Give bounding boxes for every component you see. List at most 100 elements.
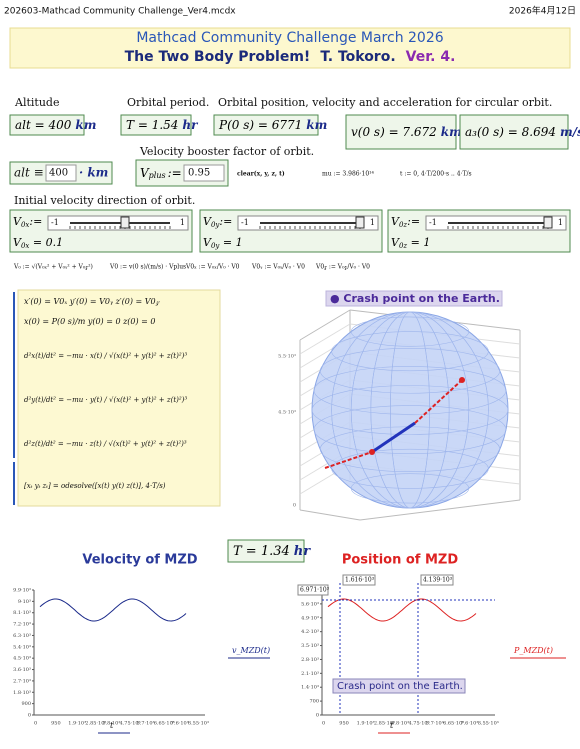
slider-name: V xyxy=(203,215,212,228)
input-name: V xyxy=(140,166,150,180)
y-tick-label: 3.5·10³ xyxy=(301,643,319,649)
result-unit: hr xyxy=(182,118,199,132)
x-tick-label: 5.7·10³ xyxy=(426,721,444,727)
y-tick-label: 2.1·10³ xyxy=(301,671,319,677)
formula: V0 := v(0 s)/(m/s) · Vplus xyxy=(109,264,186,271)
result: a₃(0 s) = 8.694 m/s² xyxy=(465,125,580,139)
x-tick-label: 950 xyxy=(51,721,61,727)
definition: mu := 3.986·10¹⁴ xyxy=(322,171,375,178)
slider-thumb xyxy=(543,216,553,229)
curve xyxy=(39,598,187,622)
y-tick-label: 0 xyxy=(28,713,31,719)
trajectory xyxy=(414,379,463,424)
slider-max: 1 xyxy=(180,218,185,227)
slider-sub: 0z xyxy=(399,221,407,229)
slider-sub: 0x xyxy=(21,221,29,229)
result-unit: km xyxy=(75,118,96,132)
result: v(0 s) = 7.672 km/s xyxy=(351,125,473,139)
slider-max: 1 xyxy=(558,218,563,227)
result-expr: a₃(0 s) = 8.694 xyxy=(465,125,556,139)
slider-max: 1 xyxy=(370,218,375,227)
slider-op: := xyxy=(407,215,420,228)
x-tick-label: 2.85·10³ xyxy=(85,721,106,727)
slider-number: 1 xyxy=(236,236,243,249)
ode-line: d²z(t)/dt² = −mu · z(t) / √(x(t)² + y(t)… xyxy=(24,440,187,448)
result: T = 1.54 hr xyxy=(126,118,199,132)
result-expr: v(0 s) = 7.672 xyxy=(351,125,437,139)
slider-eq: = xyxy=(407,236,423,249)
marker-box xyxy=(342,574,376,586)
axis-tick-label: 4.5·10³ xyxy=(278,410,296,416)
max-label: 6.971·10³ xyxy=(300,587,330,594)
longitude xyxy=(331,311,489,509)
slider-min: -1 xyxy=(429,218,437,227)
y-tick-label: 4.5·10³ xyxy=(13,656,31,662)
result: T = 1.34 hr xyxy=(233,544,311,559)
formula: V₀ := √(V₀ₓ² + V₀ᵧ² + V₀𝓏²) xyxy=(13,264,93,271)
solve-block xyxy=(17,289,221,507)
latitude xyxy=(313,405,507,454)
label: Altitude xyxy=(14,96,59,109)
title-box xyxy=(9,27,571,69)
x-tick-label: 6.65·10³ xyxy=(443,721,464,727)
y-tick-label: 6.3·10³ xyxy=(13,633,31,639)
ode-line: x′(0) = V0ₓ y′(0) = V0ᵧ z′(0) = V0𝓏 xyxy=(24,297,161,306)
subtitle: The Two Body Problem! T. Tokoro. Ver. 4. xyxy=(125,49,456,65)
result-box xyxy=(120,114,192,136)
y-tick-label: 9·10³ xyxy=(18,599,31,605)
label: Orbital period. xyxy=(127,96,209,109)
y-tick-label: 7.2·10³ xyxy=(13,622,31,628)
y-tick-label: 4.9·10³ xyxy=(301,615,319,621)
axis-tick-label: 0 xyxy=(293,503,296,509)
date: 2026年4月12日 xyxy=(509,5,576,17)
x-tick-label: 7.6·10³ xyxy=(460,721,478,727)
x-tick-label: 2.85·10³ xyxy=(374,721,395,727)
definition: t := 0, 4·T/200·s .. 4·T/s xyxy=(400,171,472,178)
result-box xyxy=(213,114,319,136)
slider-op: := xyxy=(219,215,232,228)
y-tick-label: 4.2·10³ xyxy=(301,629,319,635)
marker-box xyxy=(420,574,454,586)
annotation: Crash point on the Earth. xyxy=(337,681,463,692)
plot-title: Position of MZD xyxy=(342,553,459,568)
title-part: Ver. 4. xyxy=(406,49,456,65)
y-tick-label: 9.9·10³ xyxy=(13,588,31,594)
latitude xyxy=(319,348,501,394)
crash-point xyxy=(459,377,465,383)
title-part: The Two Body Problem! xyxy=(125,49,311,65)
result-expr: T = 1.54 xyxy=(126,118,178,132)
latitude xyxy=(311,385,509,435)
slider-thumb xyxy=(120,216,130,229)
result-expr: P(0 s) = 6771 xyxy=(218,118,302,132)
latitude xyxy=(331,448,489,489)
latitude xyxy=(313,366,507,415)
axis-tick-label: 5.5·10³ xyxy=(278,354,296,360)
latitude xyxy=(350,316,470,347)
x-axis-label: t xyxy=(110,721,114,730)
slider-min: -1 xyxy=(241,218,249,227)
x-tick-label: 8.55·10³ xyxy=(478,721,499,727)
y-tick-label: 0 xyxy=(316,713,319,719)
result-unit: m/s² xyxy=(560,125,580,139)
definition: clear(x, y, z, t) xyxy=(237,171,285,178)
result-box xyxy=(345,114,457,150)
result-box xyxy=(227,539,305,563)
slider-name: V xyxy=(13,236,22,249)
x-tick-label: 7.6·10³ xyxy=(171,721,189,727)
y-tick-label: 8.1·10³ xyxy=(13,610,31,616)
dropdown xyxy=(183,164,225,182)
x-tick-label: 1.9·10³ xyxy=(357,721,375,727)
plot-label: ● Crash point on the Earth. xyxy=(330,292,500,305)
slider-value: V0z = 1 xyxy=(391,236,430,250)
result-unit: hr xyxy=(294,544,311,559)
slider-eq: = xyxy=(219,236,235,249)
formula: V0ᵧ := V₀ᵧ/V₀ · V0 xyxy=(251,264,305,271)
slider-name: V xyxy=(391,236,400,249)
y-axis-label: P_MZD(t) xyxy=(513,646,553,655)
slider-name: V xyxy=(203,236,212,249)
ode-line: x(0) = P(0 s)/m y(0) = 0 z(0) = 0 xyxy=(24,317,156,326)
y-tick-label: 700 xyxy=(309,699,319,705)
slider-value: V0y = 1 xyxy=(203,236,243,250)
marker-label: 1.616·10³ xyxy=(345,577,375,584)
